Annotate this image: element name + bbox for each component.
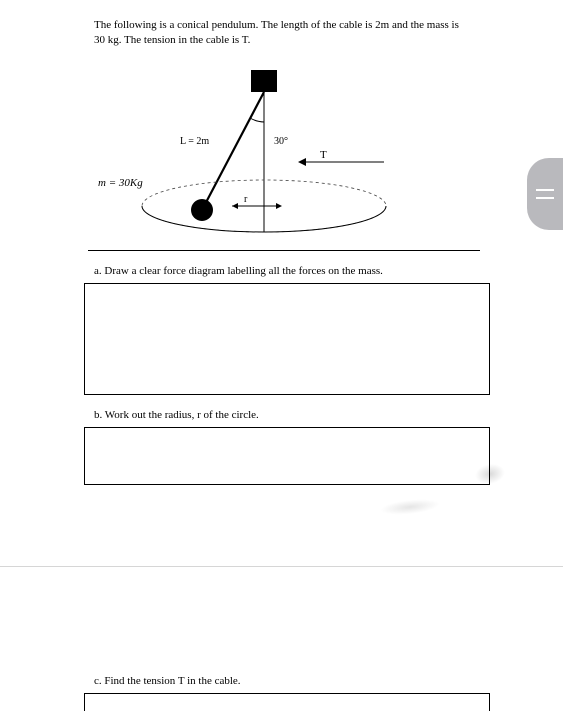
label-T: T — [320, 149, 327, 161]
label-m: m = 30Kg — [98, 177, 143, 189]
diagram-baseline — [88, 250, 480, 251]
page-separator — [0, 566, 563, 567]
label-angle: 30° — [274, 136, 288, 147]
question-a: a. Draw a clear force diagram labelling … — [94, 265, 483, 277]
pendulum-diagram: L = 2m 30° T r m = 30Kg — [84, 62, 464, 242]
label-L: L = 2m — [180, 136, 209, 147]
scan-smudge — [473, 461, 506, 486]
question-c: c. Find the tension T in the cable. — [94, 675, 500, 687]
equals-icon — [536, 189, 554, 199]
intro-line1: The following is a conical pendulum. The… — [94, 19, 459, 31]
answer-box-b — [84, 427, 490, 485]
side-handle[interactable] — [527, 158, 563, 230]
question-b: b. Work out the radius, r of the circle. — [94, 409, 483, 421]
intro-line2: 30 kg. The tension in the cable is T. — [94, 34, 250, 46]
label-r: r — [244, 194, 248, 205]
answer-box-c — [84, 693, 490, 711]
answer-box-a — [84, 283, 490, 395]
